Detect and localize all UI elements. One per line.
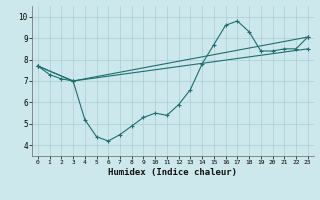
X-axis label: Humidex (Indice chaleur): Humidex (Indice chaleur) [108, 168, 237, 177]
